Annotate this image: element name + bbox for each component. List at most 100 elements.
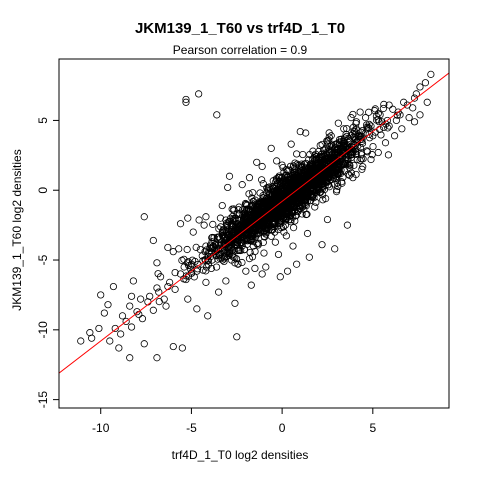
data-point bbox=[204, 256, 212, 264]
data-point bbox=[307, 169, 315, 178]
data-point bbox=[180, 255, 188, 263]
data-point bbox=[305, 253, 313, 261]
data-point bbox=[384, 151, 393, 159]
data-point bbox=[299, 150, 307, 159]
data-point bbox=[389, 105, 397, 113]
data-point bbox=[343, 141, 352, 150]
data-point bbox=[162, 302, 170, 310]
y-tick-label: -5 bbox=[36, 254, 50, 265]
data-point bbox=[253, 207, 261, 215]
data-point bbox=[279, 202, 288, 210]
data-point bbox=[367, 122, 375, 130]
data-point bbox=[410, 118, 419, 126]
data-point bbox=[320, 157, 328, 165]
data-point bbox=[280, 228, 288, 236]
data-point bbox=[229, 228, 237, 236]
data-point bbox=[182, 95, 190, 104]
data-point bbox=[109, 282, 118, 291]
data-point bbox=[193, 267, 201, 275]
data-point bbox=[369, 142, 377, 151]
data-point bbox=[209, 220, 217, 228]
data-point bbox=[274, 250, 283, 259]
data-point bbox=[271, 238, 279, 246]
data-point bbox=[117, 330, 125, 338]
data-point bbox=[164, 243, 172, 252]
data-point bbox=[289, 162, 298, 170]
data-point bbox=[343, 221, 352, 229]
data-point bbox=[334, 159, 342, 167]
data-point bbox=[312, 153, 321, 161]
data-point bbox=[324, 181, 332, 189]
data-point bbox=[231, 254, 239, 262]
x-tick-label: 0 bbox=[279, 421, 286, 435]
chart-subtitle: Pearson correlation = 0.9 bbox=[172, 43, 308, 57]
data-point bbox=[293, 150, 301, 158]
data-point bbox=[176, 270, 185, 278]
data-point bbox=[289, 242, 297, 250]
data-point bbox=[298, 162, 306, 170]
data-point bbox=[140, 340, 148, 348]
data-point bbox=[231, 259, 239, 267]
data-point bbox=[222, 216, 230, 224]
data-point bbox=[288, 194, 296, 202]
data-point bbox=[191, 257, 199, 266]
data-point bbox=[193, 305, 201, 313]
data-point bbox=[274, 189, 283, 197]
data-point bbox=[245, 174, 254, 182]
data-point bbox=[323, 137, 331, 145]
data-point bbox=[356, 108, 364, 116]
points-layer bbox=[77, 70, 435, 362]
y-axis: -15 -10 -5 0 5 bbox=[36, 117, 60, 408]
data-point bbox=[195, 90, 203, 98]
data-point bbox=[277, 224, 285, 232]
data-point bbox=[267, 232, 275, 240]
data-point bbox=[213, 111, 221, 119]
data-point bbox=[220, 257, 228, 266]
data-point bbox=[347, 169, 355, 177]
data-point bbox=[281, 221, 289, 229]
data-point bbox=[409, 104, 417, 112]
data-point bbox=[245, 255, 254, 263]
data-point bbox=[293, 260, 301, 268]
data-point bbox=[184, 214, 192, 222]
data-point bbox=[253, 158, 261, 166]
data-point bbox=[192, 243, 200, 251]
data-point bbox=[365, 120, 373, 128]
data-point bbox=[287, 216, 295, 224]
data-point bbox=[283, 208, 291, 216]
data-point bbox=[249, 201, 257, 210]
data-point bbox=[178, 344, 186, 352]
data-point bbox=[86, 329, 94, 337]
data-point bbox=[233, 333, 241, 341]
data-point bbox=[222, 277, 230, 285]
data-point bbox=[169, 342, 177, 351]
data-point bbox=[265, 183, 274, 191]
data-point bbox=[396, 111, 404, 119]
data-point bbox=[273, 157, 281, 165]
data-point bbox=[267, 144, 275, 152]
data-point bbox=[303, 229, 312, 238]
data-point bbox=[423, 98, 431, 106]
data-point bbox=[353, 155, 361, 164]
x-axis-label: trf4D_1_T0 log2 densities bbox=[171, 448, 309, 462]
data-point bbox=[284, 166, 292, 174]
data-point bbox=[202, 242, 210, 250]
data-point bbox=[118, 312, 127, 320]
data-point bbox=[305, 178, 313, 186]
data-point bbox=[269, 204, 277, 212]
data-point bbox=[255, 220, 264, 228]
data-point bbox=[219, 227, 227, 235]
data-point bbox=[223, 221, 231, 229]
data-point bbox=[298, 210, 306, 218]
data-point bbox=[215, 288, 223, 296]
data-point bbox=[235, 203, 243, 211]
data-point bbox=[345, 146, 353, 154]
data-point bbox=[247, 281, 255, 289]
data-point bbox=[146, 292, 154, 300]
data-point bbox=[245, 190, 253, 198]
y-tick-label: 0 bbox=[36, 187, 50, 194]
data-point bbox=[282, 171, 290, 179]
data-point bbox=[318, 140, 326, 149]
data-point bbox=[246, 207, 254, 215]
